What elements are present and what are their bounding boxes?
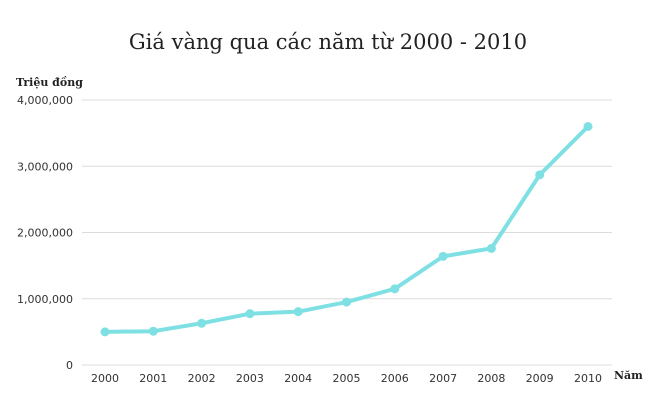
y-tick-label-0: 0: [66, 359, 73, 372]
chart-title: Giá vàng qua các năm từ 2000 - 2010: [128, 30, 528, 54]
data-point-2005: [342, 297, 351, 307]
data-point-2009: [535, 170, 545, 180]
x-tick-label-5: 2005: [333, 372, 361, 385]
x-tick-label-2: 2002: [188, 372, 216, 385]
x-tick-label-7: 2007: [429, 372, 457, 385]
x-tick-label-4: 2004: [284, 372, 312, 385]
data-point-2008: [486, 243, 496, 253]
data-point-2002: [197, 318, 207, 328]
y-axis-title: Triệu đồng: [16, 76, 83, 89]
x-tick-label-3: 2003: [236, 372, 264, 385]
y-tick-label-3: 3,000,000: [17, 160, 73, 173]
data-point-2003: [245, 309, 255, 319]
x-tick-label-9: 2009: [526, 372, 554, 385]
y-tick-label-1: 1,000,000: [17, 293, 73, 306]
x-tick-label-8: 2008: [477, 372, 505, 385]
x-axis-title: Năm: [614, 369, 643, 382]
data-point-2010: [583, 122, 593, 131]
data-point-2004: [293, 307, 303, 317]
x-tick-label-6: 2006: [381, 372, 409, 385]
x-tick-label-0: 2000: [91, 372, 119, 385]
data-point-2006: [390, 284, 400, 294]
x-tick-label-1: 2001: [139, 372, 167, 385]
x-tick-label-10: 2010: [574, 372, 602, 385]
data-point-2001: [148, 326, 158, 336]
y-tick-label-2: 2,000,000: [17, 227, 73, 240]
data-point-2000: [100, 327, 110, 337]
y-tick-label-4: 4,000,000: [17, 94, 73, 107]
data-point-2007: [438, 251, 448, 261]
